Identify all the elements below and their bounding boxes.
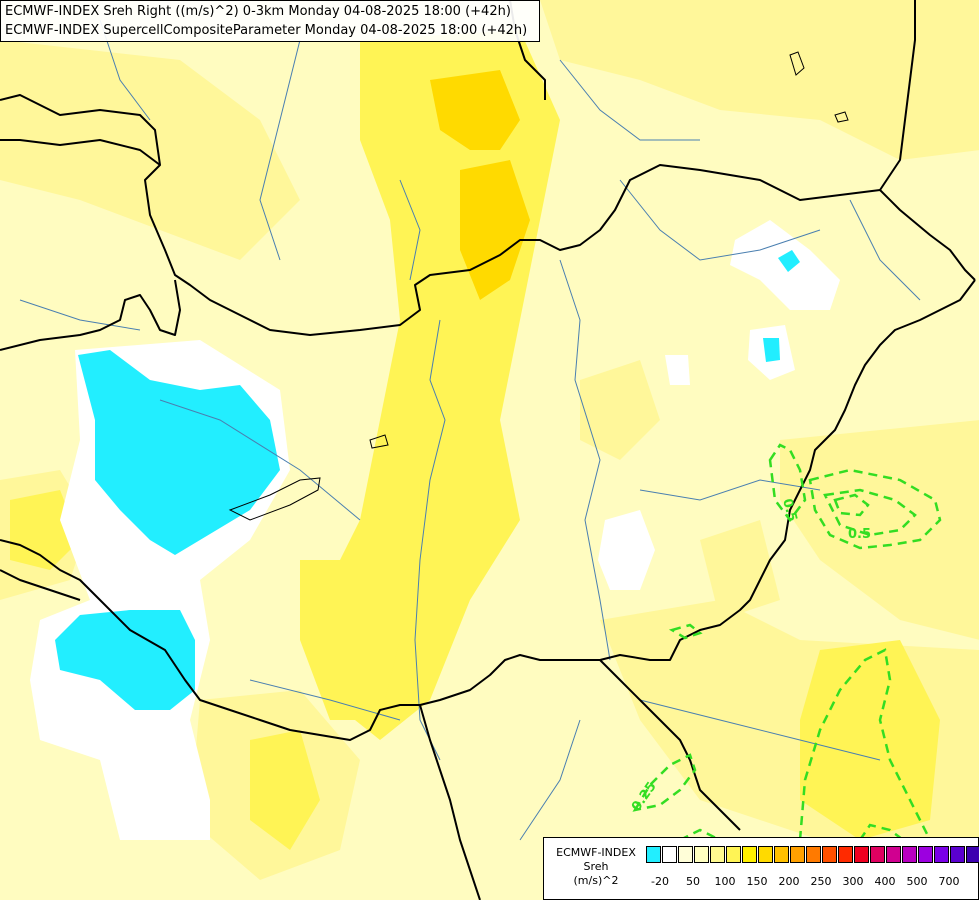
legend-swatch <box>646 846 661 863</box>
legend-swatch <box>694 846 709 863</box>
legend-swatch <box>710 846 725 863</box>
legend-tick-label: 400 <box>874 875 896 888</box>
legend-swatch <box>902 846 917 863</box>
rivers <box>19 19 921 841</box>
contour-label-upper-left: 0.5 <box>779 497 799 523</box>
legend-swatch <box>726 846 741 863</box>
color-legend: ECMWF-INDEX Sreh (m/s)^2 -20 50 100 150 200 2… <box>543 837 979 900</box>
legend-swatch <box>854 846 869 863</box>
legend-unit: (m/s)^2 <box>573 874 619 887</box>
legend-tick-label: 300 <box>842 875 864 888</box>
legend-swatch <box>758 846 773 863</box>
legend-tick-label: 700 <box>938 875 960 888</box>
legend-tick-label: 150 <box>746 875 768 888</box>
sreh-field-orange <box>430 70 530 300</box>
legend-swatch <box>742 846 757 863</box>
sreh-field-cyan <box>55 250 800 710</box>
legend-swatch <box>806 846 821 863</box>
legend-swatch <box>870 846 885 863</box>
legend-tick-label: 50 <box>686 875 700 888</box>
contour-label-upper-right: 0.5 <box>848 527 871 542</box>
legend-source: ECMWF-INDEX <box>556 846 636 859</box>
legend-tick-label: -20 <box>651 875 669 888</box>
legend-tick-label: 250 <box>810 875 832 888</box>
legend-tick-label: 200 <box>778 875 800 888</box>
legend-swatch <box>934 846 949 863</box>
legend-swatch <box>966 846 979 863</box>
legend-swatch <box>838 846 853 863</box>
legend-swatch <box>662 846 677 863</box>
legend-swatches <box>646 846 979 863</box>
lakes <box>228 51 849 521</box>
legend-swatch <box>886 846 901 863</box>
legend-swatch <box>822 846 837 863</box>
legend-swatch <box>790 846 805 863</box>
title-line-sreh: ECMWF-INDEX Sreh Right ((m/s)^2) 0-3km M… <box>5 4 511 19</box>
map-title: ECMWF-INDEX Sreh Right ((m/s)^2) 0-3km M… <box>0 0 540 42</box>
title-line-scp: ECMWF-INDEX SupercellCompositeParameter … <box>5 23 528 38</box>
legend-tick-label: 500 <box>906 875 928 888</box>
legend-swatch <box>950 846 965 863</box>
legend-swatch <box>774 846 789 863</box>
legend-swatch <box>918 846 933 863</box>
legend-swatch <box>678 846 693 863</box>
legend-ticks: -20 50 100 150 200 250 300 400 500 700 <box>646 875 978 889</box>
legend-tick-label: 100 <box>714 875 736 888</box>
legend-variable: Sreh <box>583 860 609 873</box>
legend-title: ECMWF-INDEX Sreh (m/s)^2 <box>550 846 642 888</box>
